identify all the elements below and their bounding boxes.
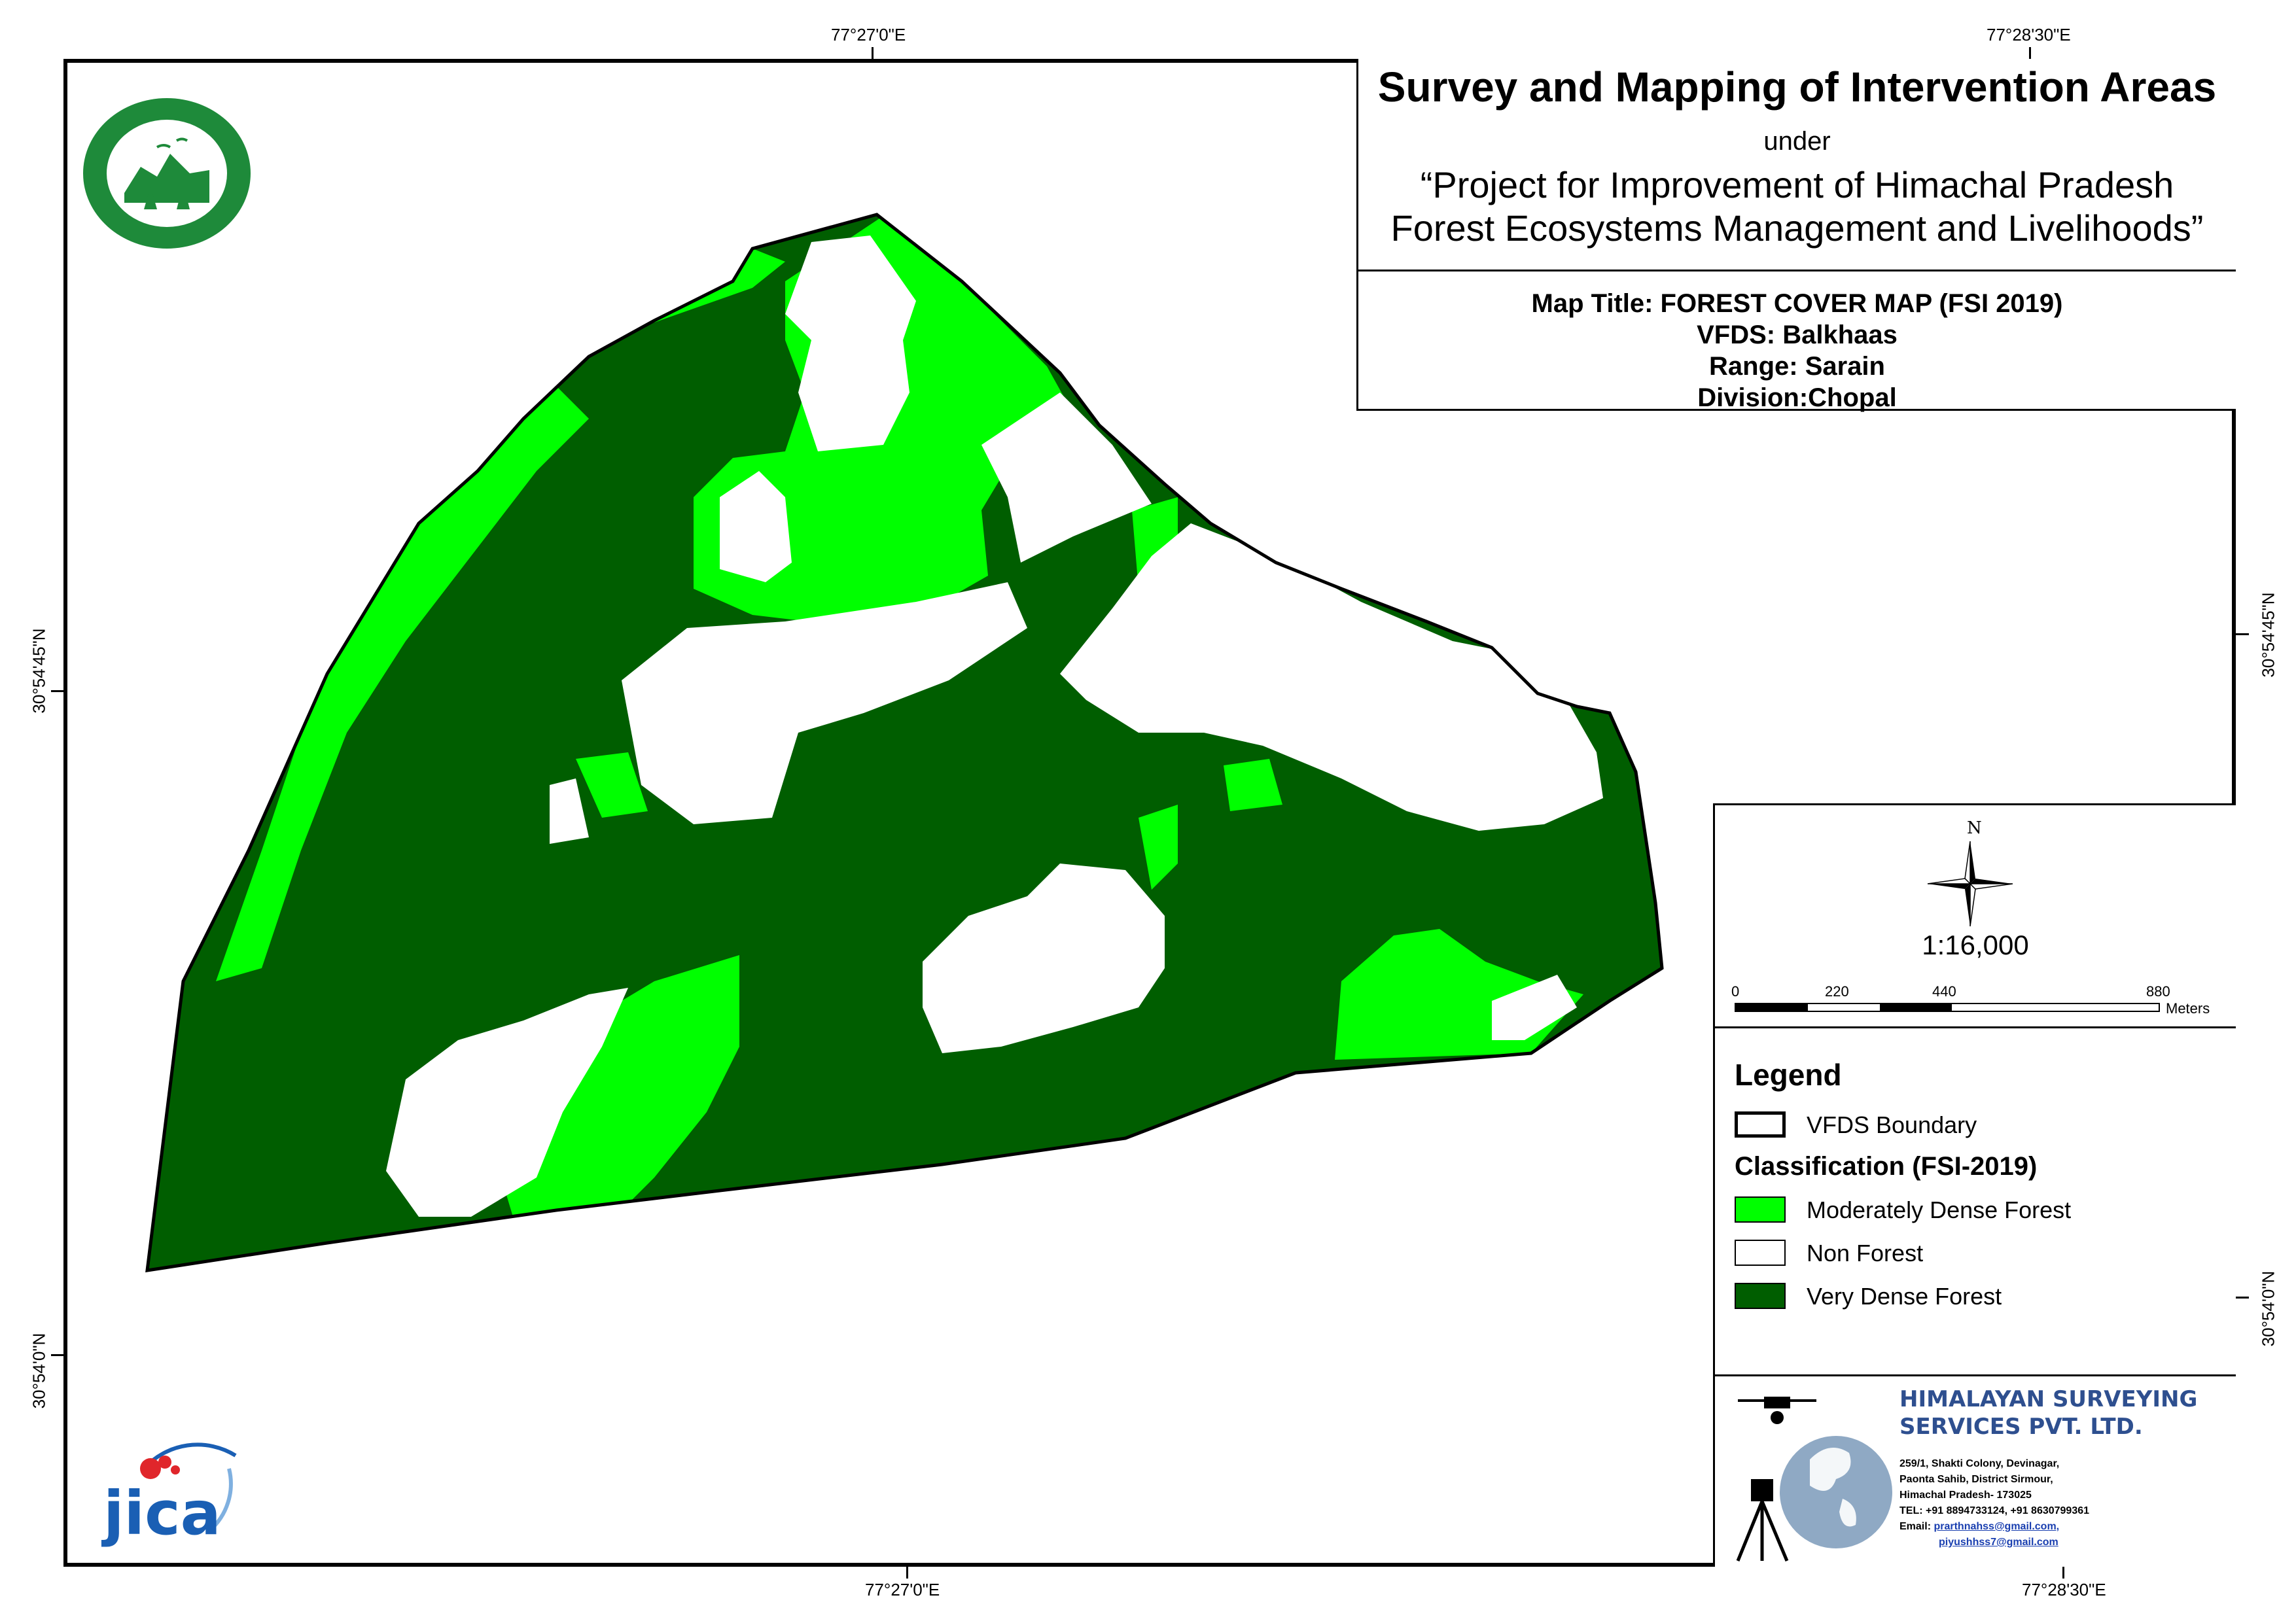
north-label: N (1967, 818, 1982, 838)
legend-panel: N 1:16,000 0 220 440 880 Meters Legend V… (1713, 803, 2236, 1567)
title-divider (1358, 270, 2236, 271)
scale-label-220: 220 (1825, 983, 1849, 1000)
company-email-row-2: piyushhss7@gmail.com (1939, 1537, 2058, 1548)
non-forest-area (622, 582, 1027, 824)
non-forest-area (923, 864, 1165, 1053)
north-arrow-icon (1927, 841, 2013, 927)
map-title: Map Title: FOREST COVER MAP (FSI 2019) (1531, 289, 2063, 318)
lon-label-top-left: 77°27'0"E (831, 25, 906, 44)
moderately-dense-swatch (1735, 1196, 1786, 1223)
non-forest-area (720, 471, 792, 582)
non-forest-area (981, 393, 1152, 563)
lon-tick-bottom-right (2062, 1565, 2064, 1579)
moderately-dense-forest-area (1139, 805, 1178, 890)
vfds-boundary-label: VFDS Boundary (1807, 1111, 1977, 1138)
vfds-name: VFDS: Balkhaas (1697, 321, 1898, 349)
company-phone: TEL: +91 8894733124, +91 8630799361 (1899, 1505, 2090, 1516)
legend-title: Legend (1735, 1058, 1842, 1092)
lat-tick-left-upper (51, 690, 64, 692)
non-forest-area (785, 236, 916, 451)
lon-tick-top-left (872, 47, 874, 60)
title-project-line2: Forest Ecosystems Management and Livelih… (1390, 207, 2204, 249)
scale-label-880: 880 (2146, 983, 2170, 1000)
non-forest-area (386, 988, 628, 1217)
non-forest-area (1060, 523, 1603, 831)
jica-logo: jica (98, 1423, 249, 1548)
company-name-line2: SERVICES PVT. LTD. (1899, 1414, 2143, 1440)
vfds-boundary-swatch (1735, 1111, 1786, 1138)
non-forest-swatch (1735, 1240, 1786, 1266)
email-prefix: Email: (1899, 1521, 1932, 1532)
lon-label-bottom-right: 77°28'30"E (2022, 1580, 2106, 1599)
company-separator (1715, 1374, 2236, 1376)
scale-label-0: 0 (1731, 983, 1740, 1000)
title-main: Survey and Mapping of Intervention Areas (1377, 63, 2217, 111)
lon-label-bottom-left: 77°27'0"E (865, 1580, 940, 1599)
legend-item-label: Very Dense Forest (1807, 1283, 2002, 1310)
company-logo (1736, 1397, 1892, 1562)
forest-department-logo (83, 98, 251, 249)
scale-bar (1735, 1003, 2160, 1012)
email-link-2[interactable]: piyushhss7@gmail.com (1939, 1537, 2058, 1548)
title-under: under (1763, 127, 1831, 156)
vfds-boundary (145, 213, 1664, 1272)
legend-item-label: Non Forest (1807, 1240, 1924, 1266)
range-name: Range: Sarain (1709, 352, 1885, 381)
jica-wordmark: jica (103, 1478, 221, 1548)
jica-logo-mark (140, 1442, 237, 1533)
company-address-line: Himachal Pradesh- 173025 (1899, 1490, 2032, 1501)
company-address-line: 259/1, Shakti Colony, Devinagar, (1899, 1458, 2060, 1469)
email-link-1[interactable]: prarthnahss@gmail.com, (1934, 1521, 2060, 1532)
scale-label-440: 440 (1932, 983, 1956, 1000)
division-name: Division:Chopal (1697, 383, 1897, 412)
legend-item-label: Moderately Dense Forest (1807, 1196, 2072, 1223)
moderately-dense-forest-area (216, 249, 785, 981)
moderately-dense-forest-area (1224, 759, 1282, 811)
legend-separator (1715, 1026, 2236, 1028)
scale-ratio: 1:16,000 (1922, 930, 2029, 960)
lat-tick-left-lower (51, 1354, 64, 1356)
lon-tick-top-right (2029, 47, 2031, 60)
title-project-line1: “Project for Improvement of Himachal Pra… (1420, 164, 2174, 205)
lat-tick-right-lower (2236, 1297, 2249, 1299)
company-address-line: Paonta Sahib, District Sirmour, (1899, 1474, 2053, 1485)
company-email-row: Email: prarthnahss@gmail.com, (1899, 1521, 2059, 1533)
lat-tick-right-upper (2236, 633, 2249, 635)
non-forest-area (550, 778, 589, 844)
title-block: Survey and Mapping of Intervention Areas… (1356, 59, 2236, 412)
non-forest-area (1492, 975, 1577, 1040)
moderately-dense-forest-area (576, 752, 648, 818)
lon-label-top-right: 77°28'30"E (1987, 25, 2071, 44)
classification-title: Classification (FSI-2019) (1735, 1152, 2038, 1181)
scale-unit: Meters (2166, 1000, 2210, 1017)
very-dense-swatch (1735, 1283, 1786, 1309)
company-name-line1: HIMALAYAN SURVEYING (1899, 1386, 2198, 1412)
lon-tick-bottom-left (906, 1565, 908, 1579)
moderately-dense-forest-area (497, 955, 739, 1230)
